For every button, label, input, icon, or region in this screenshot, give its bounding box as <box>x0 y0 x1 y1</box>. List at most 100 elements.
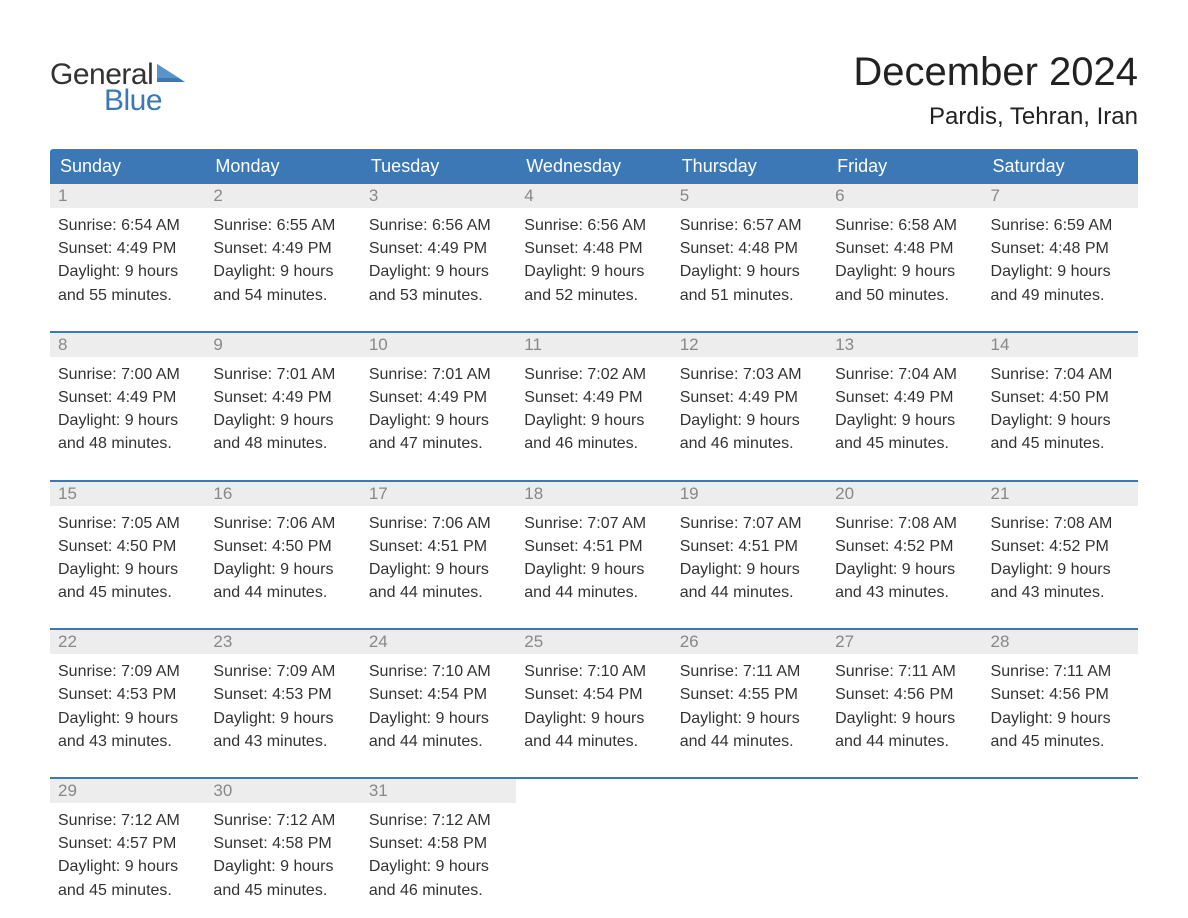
day-number: 8 <box>50 333 205 357</box>
day-number: 15 <box>50 482 205 506</box>
day-number: 7 <box>983 184 1138 208</box>
location: Pardis, Tehran, Iran <box>853 103 1138 131</box>
day-body: Sunrise: 7:01 AMSunset: 4:49 PMDaylight:… <box>361 357 516 462</box>
day-number: 3 <box>361 184 516 208</box>
day-body: Sunrise: 6:55 AMSunset: 4:49 PMDaylight:… <box>205 208 360 313</box>
day-d2: and 55 minutes. <box>58 284 197 307</box>
calendar-week: 22Sunrise: 7:09 AMSunset: 4:53 PMDayligh… <box>50 628 1138 759</box>
day-d1: Daylight: 9 hours <box>524 409 663 432</box>
day-body: Sunrise: 6:57 AMSunset: 4:48 PMDaylight:… <box>672 208 827 313</box>
calendar-week: 29Sunrise: 7:12 AMSunset: 4:57 PMDayligh… <box>50 777 1138 908</box>
day-d2: and 50 minutes. <box>835 284 974 307</box>
weekday-header: Saturday <box>983 149 1138 184</box>
calendar-day: 15Sunrise: 7:05 AMSunset: 4:50 PMDayligh… <box>50 482 205 611</box>
day-sunset: Sunset: 4:49 PM <box>524 386 663 409</box>
day-sunrise: Sunrise: 6:54 AM <box>58 214 197 237</box>
day-d1: Daylight: 9 hours <box>213 558 352 581</box>
calendar-day: 19Sunrise: 7:07 AMSunset: 4:51 PMDayligh… <box>672 482 827 611</box>
day-sunset: Sunset: 4:49 PM <box>369 386 508 409</box>
day-sunset: Sunset: 4:49 PM <box>835 386 974 409</box>
day-number: 4 <box>516 184 671 208</box>
day-d2: and 48 minutes. <box>213 432 352 455</box>
day-sunset: Sunset: 4:55 PM <box>680 683 819 706</box>
calendar-day: 1Sunrise: 6:54 AMSunset: 4:49 PMDaylight… <box>50 184 205 313</box>
calendar-day: 14Sunrise: 7:04 AMSunset: 4:50 PMDayligh… <box>983 333 1138 462</box>
day-number: 30 <box>205 779 360 803</box>
header: General Blue December 2024 Pardis, Tehra… <box>50 50 1138 131</box>
day-d1: Daylight: 9 hours <box>680 707 819 730</box>
day-body: Sunrise: 7:11 AMSunset: 4:56 PMDaylight:… <box>983 654 1138 759</box>
day-d1: Daylight: 9 hours <box>58 707 197 730</box>
day-d2: and 47 minutes. <box>369 432 508 455</box>
day-d1: Daylight: 9 hours <box>835 558 974 581</box>
day-sunrise: Sunrise: 6:56 AM <box>369 214 508 237</box>
calendar-day: 20Sunrise: 7:08 AMSunset: 4:52 PMDayligh… <box>827 482 982 611</box>
calendar-day: 12Sunrise: 7:03 AMSunset: 4:49 PMDayligh… <box>672 333 827 462</box>
day-sunrise: Sunrise: 7:04 AM <box>991 363 1130 386</box>
day-d1: Daylight: 9 hours <box>369 855 508 878</box>
day-body: Sunrise: 6:54 AMSunset: 4:49 PMDaylight:… <box>50 208 205 313</box>
day-body: Sunrise: 7:01 AMSunset: 4:49 PMDaylight:… <box>205 357 360 462</box>
day-number: 19 <box>672 482 827 506</box>
day-body: Sunrise: 6:58 AMSunset: 4:48 PMDaylight:… <box>827 208 982 313</box>
day-d1: Daylight: 9 hours <box>213 260 352 283</box>
day-sunrise: Sunrise: 7:04 AM <box>835 363 974 386</box>
calendar-day: 31Sunrise: 7:12 AMSunset: 4:58 PMDayligh… <box>361 779 516 908</box>
calendar-day <box>983 779 1138 908</box>
day-d2: and 53 minutes. <box>369 284 508 307</box>
day-d2: and 44 minutes. <box>213 581 352 604</box>
day-sunset: Sunset: 4:49 PM <box>369 237 508 260</box>
day-sunrise: Sunrise: 6:57 AM <box>680 214 819 237</box>
day-d1: Daylight: 9 hours <box>991 707 1130 730</box>
day-number: 31 <box>361 779 516 803</box>
day-number: 1 <box>50 184 205 208</box>
day-sunrise: Sunrise: 7:06 AM <box>369 512 508 535</box>
calendar-day: 28Sunrise: 7:11 AMSunset: 4:56 PMDayligh… <box>983 630 1138 759</box>
calendar-day <box>827 779 982 908</box>
day-body: Sunrise: 7:12 AMSunset: 4:58 PMDaylight:… <box>205 803 360 908</box>
calendar-day: 22Sunrise: 7:09 AMSunset: 4:53 PMDayligh… <box>50 630 205 759</box>
calendar-day: 24Sunrise: 7:10 AMSunset: 4:54 PMDayligh… <box>361 630 516 759</box>
calendar-day: 26Sunrise: 7:11 AMSunset: 4:55 PMDayligh… <box>672 630 827 759</box>
day-d2: and 44 minutes. <box>524 581 663 604</box>
day-sunset: Sunset: 4:54 PM <box>524 683 663 706</box>
day-body: Sunrise: 7:12 AMSunset: 4:57 PMDaylight:… <box>50 803 205 908</box>
weekday-header: Friday <box>827 149 982 184</box>
day-d1: Daylight: 9 hours <box>58 260 197 283</box>
day-sunrise: Sunrise: 6:55 AM <box>213 214 352 237</box>
calendar-day <box>516 779 671 908</box>
day-body: Sunrise: 7:11 AMSunset: 4:56 PMDaylight:… <box>827 654 982 759</box>
day-d1: Daylight: 9 hours <box>991 260 1130 283</box>
day-number: 27 <box>827 630 982 654</box>
day-sunset: Sunset: 4:49 PM <box>680 386 819 409</box>
day-sunset: Sunset: 4:56 PM <box>835 683 974 706</box>
day-sunrise: Sunrise: 7:11 AM <box>835 660 974 683</box>
day-body: Sunrise: 6:56 AMSunset: 4:48 PMDaylight:… <box>516 208 671 313</box>
day-d2: and 45 minutes. <box>58 879 197 902</box>
day-body: Sunrise: 7:05 AMSunset: 4:50 PMDaylight:… <box>50 506 205 611</box>
day-body: Sunrise: 7:06 AMSunset: 4:50 PMDaylight:… <box>205 506 360 611</box>
day-sunset: Sunset: 4:57 PM <box>58 832 197 855</box>
day-d1: Daylight: 9 hours <box>369 260 508 283</box>
calendar-day: 30Sunrise: 7:12 AMSunset: 4:58 PMDayligh… <box>205 779 360 908</box>
calendar-day <box>672 779 827 908</box>
day-d2: and 46 minutes. <box>524 432 663 455</box>
day-number: 20 <box>827 482 982 506</box>
calendar-day: 21Sunrise: 7:08 AMSunset: 4:52 PMDayligh… <box>983 482 1138 611</box>
day-d2: and 46 minutes. <box>369 879 508 902</box>
day-sunset: Sunset: 4:49 PM <box>213 237 352 260</box>
calendar-day: 27Sunrise: 7:11 AMSunset: 4:56 PMDayligh… <box>827 630 982 759</box>
day-sunset: Sunset: 4:52 PM <box>991 535 1130 558</box>
day-sunset: Sunset: 4:51 PM <box>680 535 819 558</box>
day-body: Sunrise: 6:59 AMSunset: 4:48 PMDaylight:… <box>983 208 1138 313</box>
day-sunrise: Sunrise: 7:03 AM <box>680 363 819 386</box>
calendar-day: 13Sunrise: 7:04 AMSunset: 4:49 PMDayligh… <box>827 333 982 462</box>
weeks-container: 1Sunrise: 6:54 AMSunset: 4:49 PMDaylight… <box>50 184 1138 908</box>
day-number: 17 <box>361 482 516 506</box>
day-d2: and 51 minutes. <box>680 284 819 307</box>
day-sunrise: Sunrise: 6:58 AM <box>835 214 974 237</box>
day-body: Sunrise: 7:04 AMSunset: 4:50 PMDaylight:… <box>983 357 1138 462</box>
weekday-header: Tuesday <box>361 149 516 184</box>
calendar-week: 8Sunrise: 7:00 AMSunset: 4:49 PMDaylight… <box>50 331 1138 462</box>
day-sunset: Sunset: 4:54 PM <box>369 683 508 706</box>
